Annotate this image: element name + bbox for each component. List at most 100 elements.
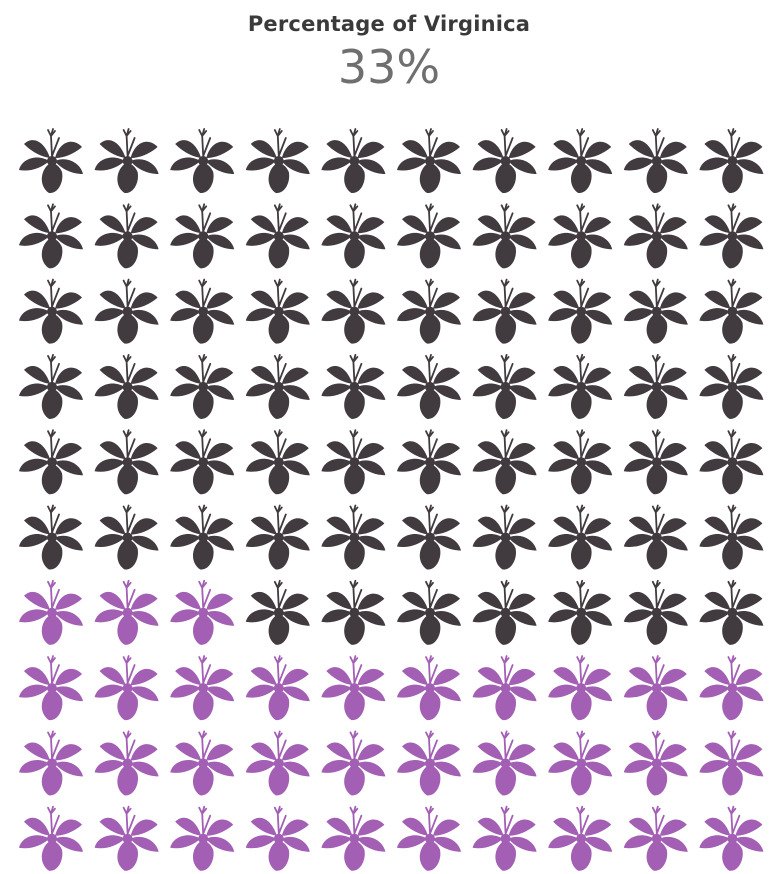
iris-icon-other xyxy=(622,353,689,420)
iris-icon-virginica xyxy=(396,730,462,797)
iris-icon-other xyxy=(396,579,462,646)
iris-icon-other xyxy=(471,203,538,270)
iris-icon-virginica xyxy=(320,655,387,722)
iris-icon-virginica xyxy=(547,655,614,722)
iris-icon-virginica xyxy=(396,655,462,722)
iris-icon-virginica xyxy=(471,655,538,722)
iris-icon-virginica xyxy=(169,730,236,797)
iris-icon-other xyxy=(471,353,538,420)
iris-icon-other xyxy=(471,579,538,646)
iris-icon-virginica xyxy=(622,805,689,872)
iris-icon-other xyxy=(320,278,387,345)
iris-icon-other xyxy=(698,429,765,496)
iris-icon-virginica xyxy=(471,805,538,872)
iris-icon-other xyxy=(244,579,311,646)
iris-icon-virginica xyxy=(18,805,84,872)
iris-icon-other xyxy=(244,203,311,270)
iris-icon-other xyxy=(396,278,462,345)
iris-icon-other xyxy=(18,128,84,194)
iris-icon-other xyxy=(169,203,236,270)
iris-icon-other xyxy=(169,128,236,194)
iris-icon-other xyxy=(93,278,160,345)
iris-icon-other xyxy=(471,278,538,345)
iris-icon-virginica xyxy=(244,655,311,722)
iris-icon-other xyxy=(169,504,236,571)
iris-icon-other xyxy=(471,504,538,571)
iris-icon-other xyxy=(244,504,311,571)
iris-icon-virginica xyxy=(698,730,765,797)
iris-icon-virginica xyxy=(622,655,689,722)
iris-icon-other xyxy=(622,579,689,646)
iris-icon-other xyxy=(18,504,84,571)
iris-icon-virginica xyxy=(93,579,160,646)
iris-icon-other xyxy=(169,353,236,420)
iris-icon-other xyxy=(622,203,689,270)
iris-icon-other xyxy=(396,353,462,420)
iris-icon-other xyxy=(169,278,236,345)
iris-icon-other xyxy=(698,278,765,345)
iris-icon-other xyxy=(396,128,462,194)
iris-icon-other xyxy=(18,429,84,496)
iris-icon-virginica xyxy=(320,805,387,872)
iris-icon-other xyxy=(698,128,765,194)
chart-title: Percentage of Virginica xyxy=(247,12,531,36)
iris-icon-other xyxy=(93,128,160,194)
iris-icon-other xyxy=(244,128,311,194)
iris-icon-other xyxy=(698,579,765,646)
iris-icon-other xyxy=(622,504,689,571)
iris-icon-virginica xyxy=(169,805,236,872)
iris-icon-other xyxy=(622,128,689,194)
iris-icon-virginica xyxy=(547,805,614,872)
iris-icon-other xyxy=(18,353,84,420)
iris-icon-virginica xyxy=(547,730,614,797)
iris-icon-virginica xyxy=(169,579,236,646)
iris-icon-virginica xyxy=(320,730,387,797)
iris-icon-virginica xyxy=(93,805,160,872)
iris-icon-other xyxy=(169,429,236,496)
iris-icon-other xyxy=(18,278,84,345)
iris-icon-virginica xyxy=(396,805,462,872)
percentage-value: 33% xyxy=(337,40,441,94)
iris-icon-other xyxy=(471,128,538,194)
iris-icon-other xyxy=(320,579,387,646)
iris-icon-other xyxy=(547,579,614,646)
iris-icon-other xyxy=(320,353,387,420)
iris-icon-other xyxy=(320,203,387,270)
iris-icon-other xyxy=(396,429,462,496)
iris-icon-other xyxy=(18,203,84,270)
iris-icon-other xyxy=(547,278,614,345)
iris-icon-other xyxy=(622,278,689,345)
iris-icon-other xyxy=(93,203,160,270)
iris-icon-other xyxy=(622,429,689,496)
iris-icon-other xyxy=(396,203,462,270)
iris-icon-other xyxy=(93,504,160,571)
iris-icon-virginica xyxy=(169,655,236,722)
iris-icon-other xyxy=(547,504,614,571)
iris-icon-other xyxy=(547,429,614,496)
iris-icon-other xyxy=(93,429,160,496)
iris-icon-other xyxy=(320,429,387,496)
iris-icon-virginica xyxy=(244,805,311,872)
iris-icon-other xyxy=(244,353,311,420)
iris-icon-other xyxy=(698,203,765,270)
iris-icon-other xyxy=(244,429,311,496)
iris-icon-virginica xyxy=(93,655,160,722)
iris-icon-virginica xyxy=(471,730,538,797)
iris-icon-virginica xyxy=(244,730,311,797)
iris-icon-virginica xyxy=(93,730,160,797)
iris-icon-other xyxy=(471,429,538,496)
iris-icon-virginica xyxy=(698,655,765,722)
iris-icon-virginica xyxy=(18,655,84,722)
iris-icon-other xyxy=(320,504,387,571)
iris-icon-other xyxy=(547,203,614,270)
iris-icon-other xyxy=(93,353,160,420)
iris-icon-other xyxy=(244,278,311,345)
iris-icon-virginica xyxy=(622,730,689,797)
iris-icon-other xyxy=(698,353,765,420)
iris-icon-other xyxy=(547,353,614,420)
iris-icon-other xyxy=(547,128,614,194)
iris-icon-virginica xyxy=(18,730,84,797)
iris-icon-other xyxy=(698,504,765,571)
iris-icon-other xyxy=(320,128,387,194)
